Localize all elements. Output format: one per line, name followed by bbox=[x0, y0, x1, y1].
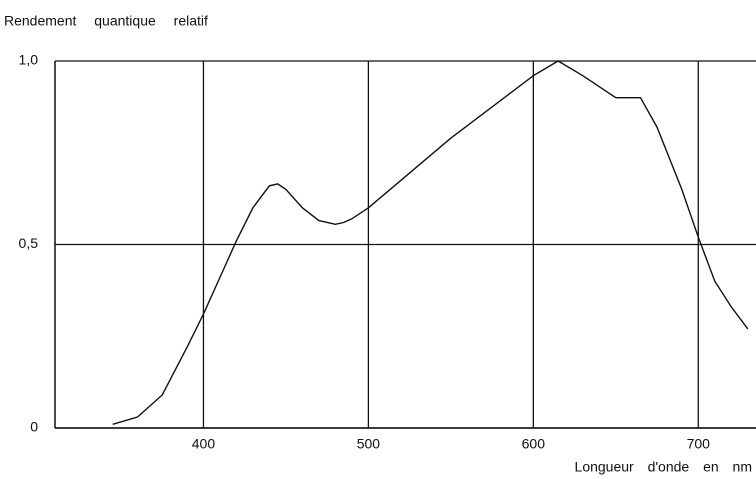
y-tick-label: 0 bbox=[30, 419, 38, 435]
chart-title: Rendement quantique relatif bbox=[4, 13, 208, 29]
y-tick-label: 1,0 bbox=[19, 52, 39, 68]
data-line bbox=[112, 60, 749, 425]
y-tick-label: 0,5 bbox=[19, 235, 39, 251]
x-axis-label: Longueur d'onde en nm bbox=[575, 459, 752, 475]
x-tick-label: 500 bbox=[357, 436, 381, 452]
x-tick-label: 600 bbox=[522, 436, 546, 452]
x-tick-label: 700 bbox=[687, 436, 711, 452]
x-tick-label: 400 bbox=[192, 436, 216, 452]
